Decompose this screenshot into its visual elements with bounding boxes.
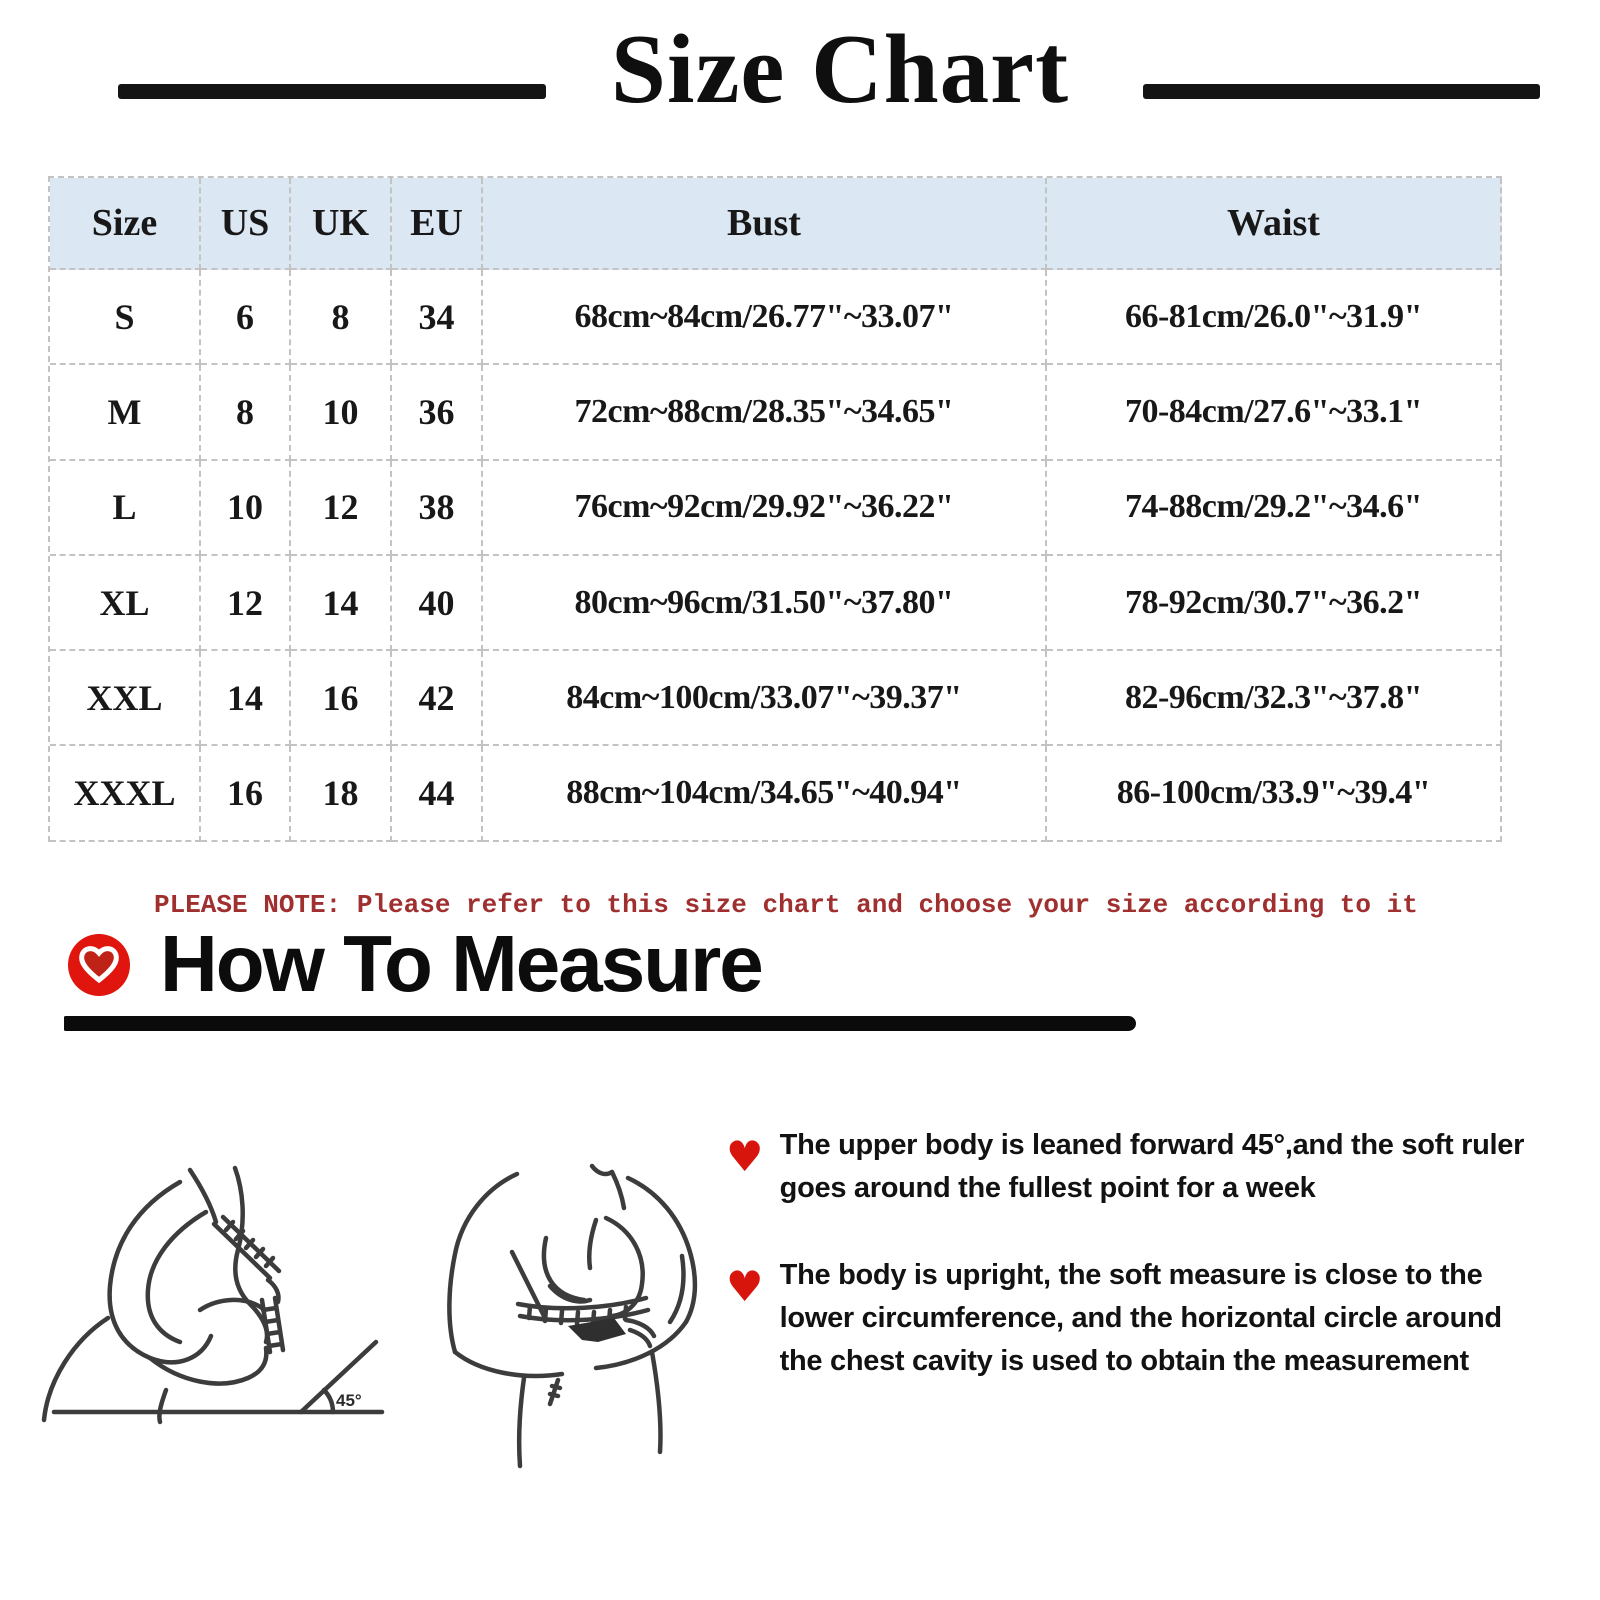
how-to-measure-heading: How To Measure <box>160 919 764 1008</box>
column-header-bust: Bust <box>483 178 1047 270</box>
table-cell-us: 16 <box>201 746 291 842</box>
table-cell-bust: 84cm~100cm/33.07"~39.37" <box>483 651 1047 747</box>
column-header-waist: Waist <box>1047 178 1502 270</box>
table-cell-waist: 66-81cm/26.0"~31.9" <box>1047 270 1502 366</box>
table-cell-waist: 78-92cm/30.7"~36.2" <box>1047 555 1502 652</box>
bust-measure-figure: 45° <box>30 1090 390 1510</box>
instruction-item: ♥ The upper body is leaned forward 45°,an… <box>726 1124 1536 1210</box>
instruction-item: ♥ The body is upright, the soft measure i… <box>726 1254 1536 1383</box>
table-cell-waist: 74-88cm/29.2"~34.6" <box>1047 460 1502 556</box>
heart-icon: ♥ <box>726 1132 764 1181</box>
table-cell-uk: 8 <box>291 270 392 366</box>
table-cell-eu: 38 <box>392 460 483 556</box>
table-cell-us: 14 <box>201 651 291 747</box>
table-cell-eu: 44 <box>392 746 483 842</box>
instruction-text: The body is upright, the soft measure is… <box>779 1259 1502 1377</box>
table-cell-eu: 36 <box>392 365 483 461</box>
table-cell-size: XXXL <box>50 746 201 842</box>
table-cell-uk: 12 <box>291 460 392 556</box>
table-cell-uk: 18 <box>291 746 392 842</box>
instruction-text: The upper body is leaned forward 45°,and… <box>779 1129 1525 1204</box>
table-cell-bust: 76cm~92cm/29.92"~36.22" <box>483 460 1047 556</box>
table-cell-eu: 34 <box>392 270 483 366</box>
table-cell-size: XXL <box>50 651 201 747</box>
size-table: Size US UK EU Bust Waist S 6 8 34 68cm~84cm/26.77"… <box>48 176 1502 842</box>
angle-label: 45° <box>336 1391 362 1410</box>
table-cell-bust: 72cm~88cm/28.35"~34.65" <box>483 365 1047 461</box>
table-cell-us: 12 <box>201 555 291 652</box>
table-cell-us: 8 <box>201 365 291 461</box>
table-cell-size: L <box>50 460 201 556</box>
table-cell-size: XL <box>50 555 201 652</box>
table-cell-bust: 80cm~96cm/31.50"~37.80" <box>483 555 1047 652</box>
title-rule-right <box>1143 84 1540 99</box>
note-text: PLEASE NOTE: Please refer to this size c… <box>154 890 1418 920</box>
table-cell-uk: 16 <box>291 651 392 747</box>
table-cell-uk: 14 <box>291 555 392 652</box>
table-cell-size: S <box>50 270 201 366</box>
page-title: Size Chart <box>610 15 1070 124</box>
table-cell-us: 10 <box>201 460 291 556</box>
table-cell-us: 6 <box>201 270 291 366</box>
table-cell-eu: 42 <box>392 651 483 747</box>
table-cell-size: M <box>50 365 201 461</box>
column-header-size: Size <box>50 178 201 270</box>
column-header-uk: UK <box>291 178 392 270</box>
heart-badge-icon <box>68 934 130 996</box>
column-header-eu: EU <box>392 178 483 270</box>
table-cell-bust: 68cm~84cm/26.77"~33.07" <box>483 270 1047 366</box>
section-divider <box>64 1016 1136 1031</box>
heart-icon: ♥ <box>726 1262 764 1311</box>
waist-measure-figure <box>400 1090 730 1510</box>
column-header-us: US <box>201 178 291 270</box>
table-cell-waist: 70-84cm/27.6"~33.1" <box>1047 365 1502 461</box>
table-cell-bust: 88cm~104cm/34.65"~40.94" <box>483 746 1047 842</box>
table-cell-waist: 86-100cm/33.9"~39.4" <box>1047 746 1502 842</box>
instructions: ♥ The upper body is leaned forward 45°,an… <box>726 1124 1536 1383</box>
table-cell-eu: 40 <box>392 555 483 652</box>
table-cell-uk: 10 <box>291 365 392 461</box>
title-rule-left <box>118 84 546 99</box>
table-cell-waist: 82-96cm/32.3"~37.8" <box>1047 651 1502 747</box>
